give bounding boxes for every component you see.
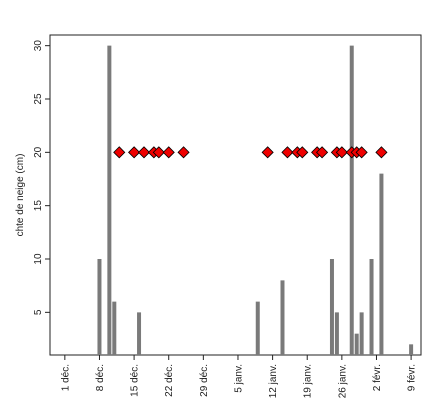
snowfall-marker	[316, 146, 329, 159]
snowfall-marker	[281, 146, 294, 159]
x-axis: 1 déc. 8 déc. 15 déc. 22 déc. 29 déc. 5 janv.…	[60, 355, 418, 398]
snowfall-marker	[177, 146, 190, 159]
x-tick-label: 15 déc.	[130, 364, 141, 397]
x-tick-label: 8 déc.	[95, 364, 106, 391]
x-tick-label: 22 déc.	[164, 364, 175, 397]
snowfall-marker	[296, 146, 309, 159]
y-axis-label: chte de neige (cm)	[15, 154, 26, 237]
snowfall-marker	[152, 146, 165, 159]
snowfall-marker	[355, 146, 368, 159]
x-tick-label: 12 janv.	[268, 364, 279, 398]
snowfall-marker	[261, 146, 274, 159]
y-tick-label: 20	[33, 146, 44, 158]
y-tick-label: 10	[33, 253, 44, 265]
snowfall-marker	[128, 146, 141, 159]
y-tick-label: 15	[33, 200, 44, 212]
x-tick-label: 29 déc.	[199, 364, 210, 397]
y-tick-label: 5	[33, 309, 44, 315]
x-tick-label: 9 févr.	[407, 364, 418, 391]
x-tick-label: 5 janv.	[233, 364, 244, 393]
x-tick-label: 1 déc.	[60, 364, 71, 391]
bar-series	[97, 45, 414, 355]
x-tick-label: 26 janv.	[337, 364, 348, 398]
snowfall-marker	[162, 146, 175, 159]
y-tick-label: 30	[33, 40, 44, 52]
x-tick-label: 19 janv.	[303, 364, 314, 398]
snowfall-marker	[375, 146, 388, 159]
snowfall-marker	[137, 146, 151, 159]
snowfall-marker	[113, 146, 126, 159]
y-axis: 5 10 15 20 25 30	[33, 40, 50, 315]
marker-series	[113, 146, 388, 159]
snowfall-marker	[335, 146, 348, 159]
y-tick-label: 25	[33, 93, 44, 105]
x-tick-label: 2 févr.	[372, 364, 383, 391]
plot-frame	[49, 34, 422, 356]
